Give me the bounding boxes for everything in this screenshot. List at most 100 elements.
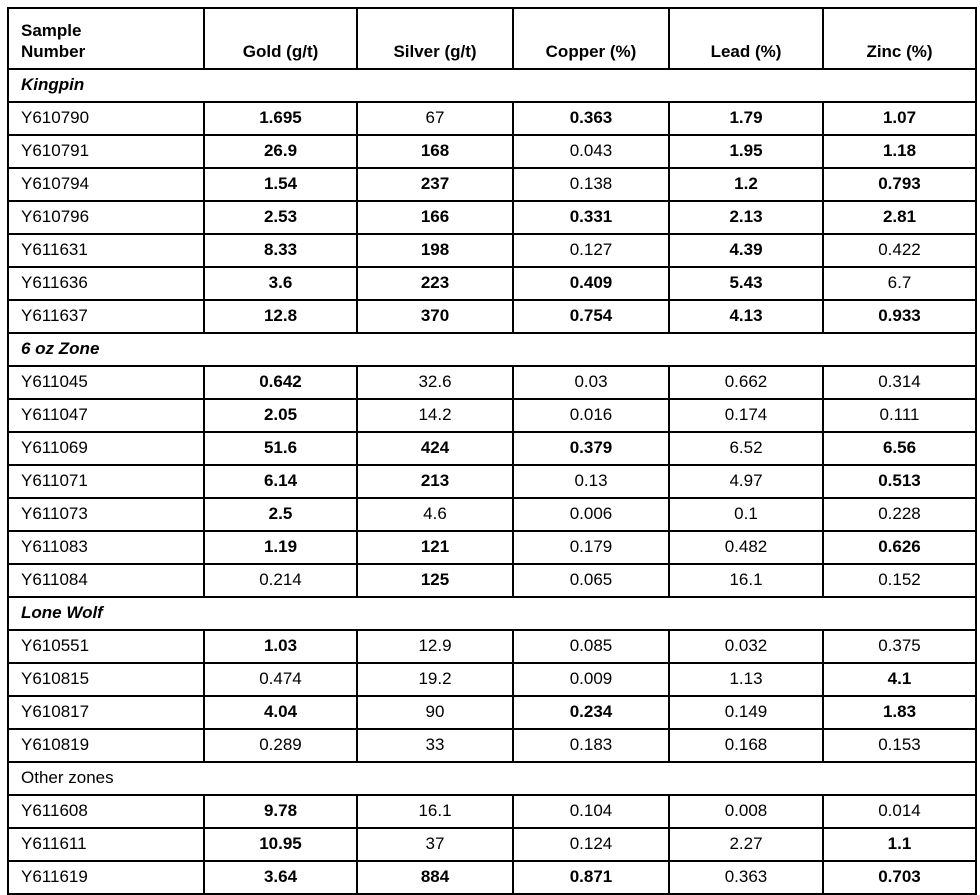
value-cell: 0.331 [512,200,670,235]
sample-number-cell: Y611619 [7,860,205,895]
value-cell: 0.314 [822,365,977,400]
value-cell: 0.642 [203,365,358,400]
sample-number-cell: Y611083 [7,530,205,565]
table-row: Y610817 4.04 90 0.234 0.149 1.83 [7,695,977,730]
value-cell: 2.27 [668,827,824,862]
sample-number-cell: Y611073 [7,497,205,532]
section-row: Kingpin [7,68,977,103]
value-cell: 0.228 [822,497,977,532]
value-cell: 2.5 [203,497,358,532]
value-cell: 1.54 [203,167,358,202]
value-cell: 0.626 [822,530,977,565]
value-cell: 0.754 [512,299,670,334]
value-cell: 10.95 [203,827,358,862]
value-cell: 1.83 [822,695,977,730]
value-cell: 0.065 [512,563,670,598]
value-cell: 0.03 [512,365,670,400]
value-cell: 0.127 [512,233,670,268]
sample-number-cell: Y611631 [7,233,205,268]
value-cell: 0.043 [512,134,670,169]
value-cell: 0.662 [668,365,824,400]
sample-number-cell: Y611045 [7,365,205,400]
value-cell: 0.214 [203,563,358,598]
value-cell: 0.363 [512,101,670,136]
column-header-lead: Lead (%) [668,7,824,70]
value-cell: 223 [356,266,514,301]
table-row: Y611071 6.14 213 0.13 4.97 0.513 [7,464,977,499]
value-cell: 14.2 [356,398,514,433]
value-cell: 0.174 [668,398,824,433]
sample-number-cell: Y611637 [7,299,205,334]
value-cell: 12.9 [356,629,514,664]
value-cell: 1.18 [822,134,977,169]
table-row: Y610796 2.53 166 0.331 2.13 2.81 [7,200,977,235]
table-row: Y611611 10.95 37 0.124 2.27 1.1 [7,827,977,862]
value-cell: 90 [356,695,514,730]
value-cell: 4.97 [668,464,824,499]
value-cell: 5.43 [668,266,824,301]
value-cell: 0.179 [512,530,670,565]
sample-number-cell: Y611608 [7,794,205,829]
column-header-zinc: Zinc (%) [822,7,977,70]
value-cell: 19.2 [356,662,514,697]
value-cell: 121 [356,530,514,565]
value-cell: 4.6 [356,497,514,532]
value-cell: 0.009 [512,662,670,697]
value-cell: 213 [356,464,514,499]
value-cell: 237 [356,167,514,202]
value-cell: 0.016 [512,398,670,433]
value-cell: 1.19 [203,530,358,565]
column-header-sample-number: Sample Number [7,7,205,70]
value-cell: 32.6 [356,365,514,400]
value-cell: 6.56 [822,431,977,466]
value-cell: 0.379 [512,431,670,466]
value-cell: 12.8 [203,299,358,334]
sample-number-cell: Y610791 [7,134,205,169]
value-cell: 6.7 [822,266,977,301]
value-cell: 8.33 [203,233,358,268]
value-cell: 9.78 [203,794,358,829]
sample-number-cell: Y610790 [7,101,205,136]
value-cell: 166 [356,200,514,235]
value-cell: 0.032 [668,629,824,664]
value-cell: 1.07 [822,101,977,136]
sample-number-cell: Y611084 [7,563,205,598]
section-row: 6 oz Zone [7,332,977,367]
value-cell: 0.006 [512,497,670,532]
value-cell: 0.138 [512,167,670,202]
table-row: Y610791 26.9 168 0.043 1.95 1.18 [7,134,977,169]
section-header: Lone Wolf [7,596,977,631]
table-row: Y611631 8.33 198 0.127 4.39 0.422 [7,233,977,268]
value-cell: 3.64 [203,860,358,895]
value-cell: 0.152 [822,563,977,598]
value-cell: 26.9 [203,134,358,169]
table-row: Y611083 1.19 121 0.179 0.482 0.626 [7,530,977,565]
table-row: Y611069 51.6 424 0.379 6.52 6.56 [7,431,977,466]
value-cell: 2.05 [203,398,358,433]
document-page: Sample Number Gold (g/t) Silver (g/t) Co… [7,7,977,895]
value-cell: 6.52 [668,431,824,466]
value-cell: 2.81 [822,200,977,235]
value-cell: 67 [356,101,514,136]
value-cell: 125 [356,563,514,598]
value-cell: 0.13 [512,464,670,499]
value-cell: 0.363 [668,860,824,895]
value-cell: 4.1 [822,662,977,697]
value-cell: 0.513 [822,464,977,499]
value-cell: 0.149 [668,695,824,730]
value-cell: 2.53 [203,200,358,235]
value-cell: 0.289 [203,728,358,763]
value-cell: 1.95 [668,134,824,169]
value-cell: 16.1 [668,563,824,598]
sample-number-cell: Y610815 [7,662,205,697]
table-row: Y610819 0.289 33 0.183 0.168 0.153 [7,728,977,763]
value-cell: 33 [356,728,514,763]
sample-number-cell: Y610794 [7,167,205,202]
value-cell: 4.04 [203,695,358,730]
value-cell: 0.933 [822,299,977,334]
column-header-copper: Copper (%) [512,7,670,70]
value-cell: 198 [356,233,514,268]
column-header-gold: Gold (g/t) [203,7,358,70]
value-cell: 4.13 [668,299,824,334]
sample-number-cell: Y610796 [7,200,205,235]
